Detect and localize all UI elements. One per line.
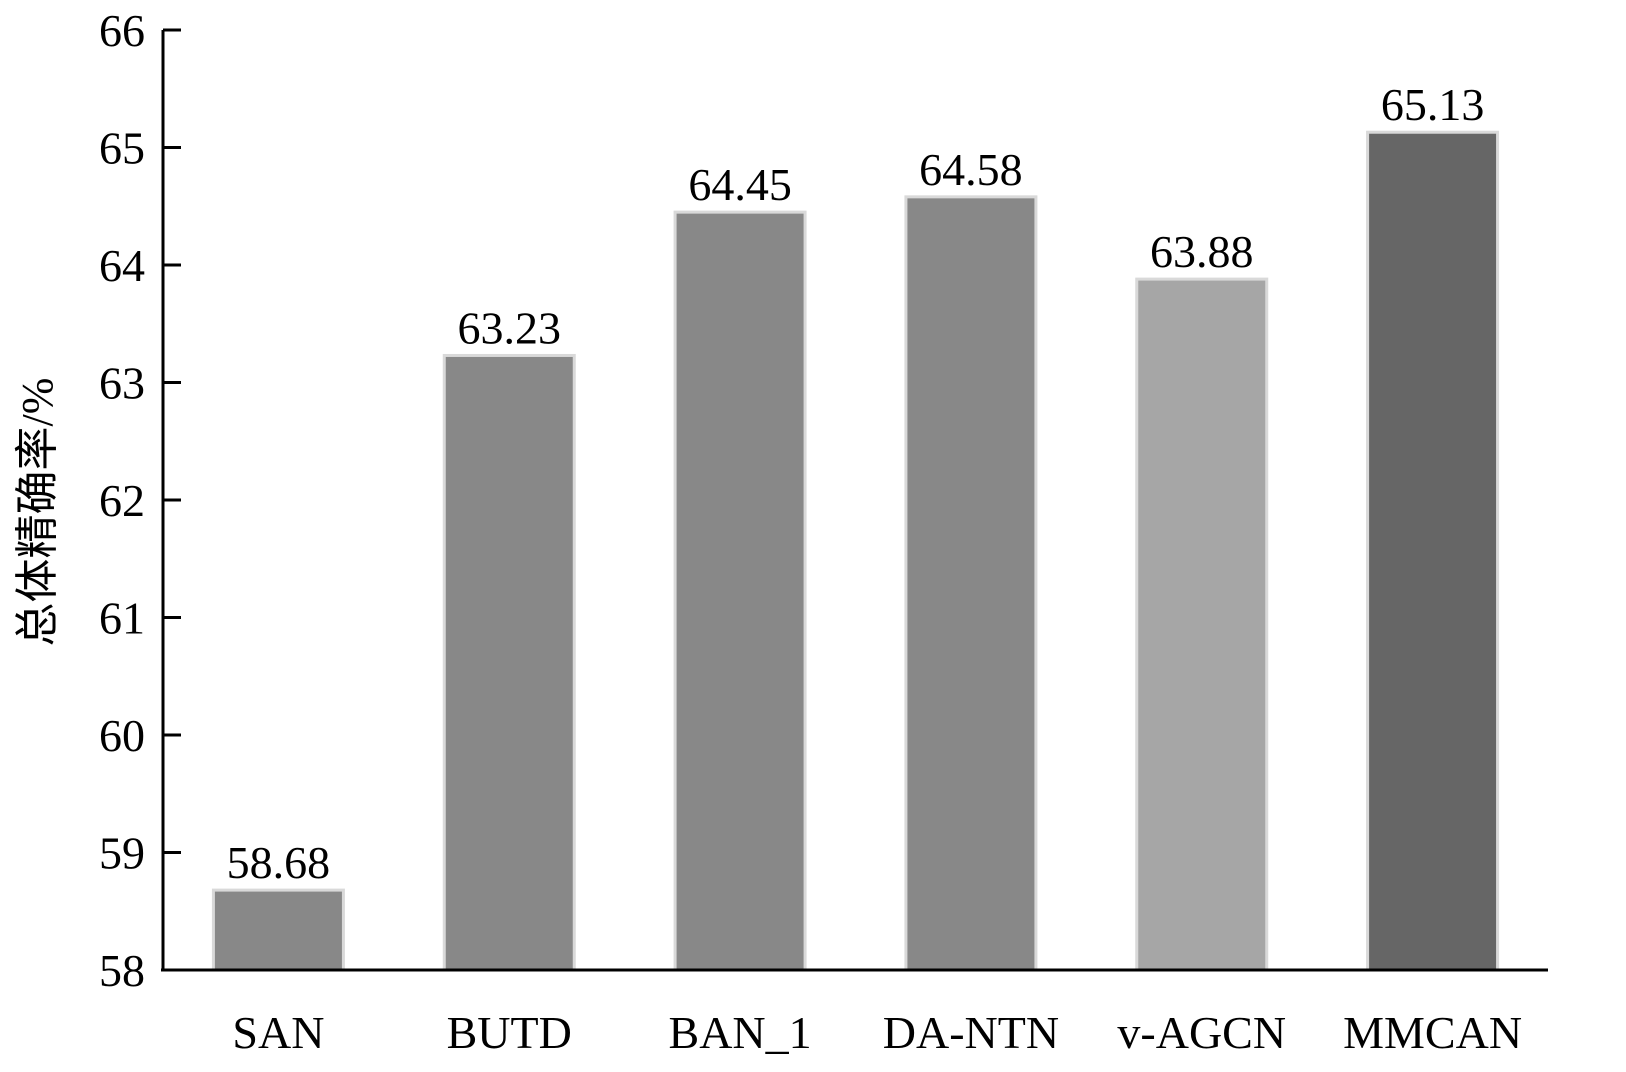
y-tick-label: 61 [99,593,145,644]
bar-value-label: 64.58 [919,144,1023,195]
bar-value-label: 64.45 [688,159,792,210]
x-tick-label: v-AGCN [1117,1007,1286,1058]
bar-value-label: 63.23 [458,302,562,353]
bar-san [211,888,345,972]
bar-value-label: 58.68 [227,837,331,888]
y-tick-label: 59 [99,828,145,879]
x-tick-label: MMCAN [1343,1007,1522,1058]
y-tick-label: 66 [99,5,145,56]
y-tick-label: 60 [99,710,145,761]
x-axis-labels: SAN BUTD BAN_1 DA-NTN v-AGCN MMCAN [232,1007,1522,1058]
bar-ban-1 [673,210,807,972]
data-labels-group: 58.68 63.23 64.45 64.58 63.88 65.13 [227,79,1485,888]
y-tick-label: 64 [99,240,145,291]
bars-group [211,130,1500,972]
bar-value-label: 65.13 [1381,79,1485,130]
bar-mmcan [1366,130,1500,972]
x-tick-label: DA-NTN [883,1007,1059,1058]
x-tick-label: BUTD [447,1007,572,1058]
bar-v-agcn [1135,277,1269,972]
y-axis-title: 总体精确率/% [13,378,62,647]
y-tick-label: 58 [99,945,145,996]
y-axis-ticks: 58 59 60 61 62 63 64 65 66 [99,5,181,996]
x-tick-label: BAN_1 [669,1007,812,1058]
y-tick-label: 62 [99,475,145,526]
bar-butd [442,353,576,972]
bar-value-label: 63.88 [1150,226,1254,277]
y-tick-label: 63 [99,358,145,409]
x-tick-label: SAN [232,1007,324,1058]
y-tick-label: 65 [99,123,145,174]
bar-da-ntn [904,195,1038,972]
